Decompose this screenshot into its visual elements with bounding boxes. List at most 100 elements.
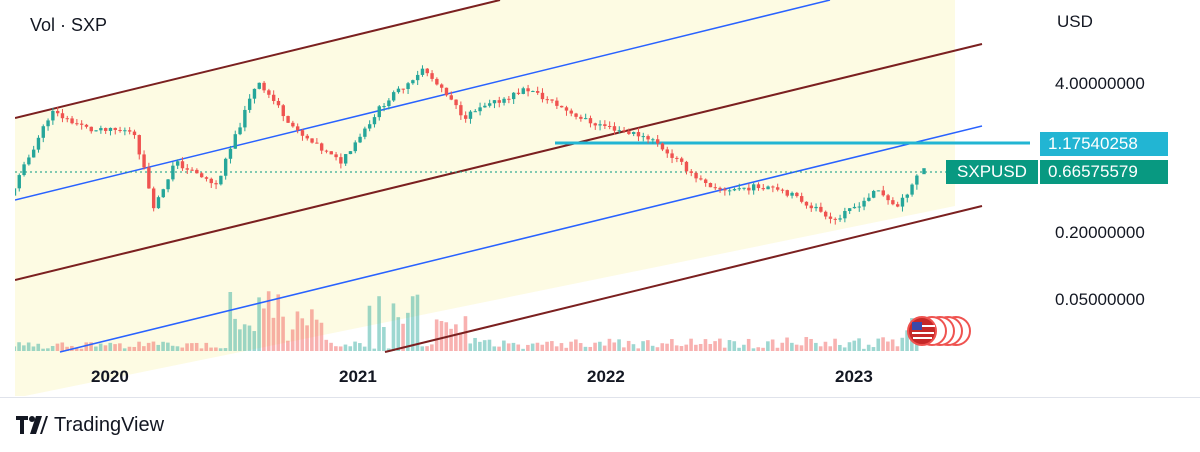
candle-body bbox=[27, 157, 31, 165]
volume-bar bbox=[698, 343, 703, 351]
candle-body bbox=[516, 92, 521, 94]
volume-bar bbox=[857, 338, 861, 351]
candle-body bbox=[655, 139, 660, 144]
candle-body bbox=[569, 110, 573, 114]
volume-bar bbox=[319, 322, 324, 351]
volume-bar bbox=[622, 347, 626, 351]
volume-bar bbox=[804, 337, 809, 351]
candle-body bbox=[751, 184, 756, 191]
candle-body bbox=[603, 124, 607, 126]
volume-bar bbox=[55, 343, 60, 351]
volume-bar bbox=[300, 318, 305, 351]
volume-indicator-label[interactable]: Vol · SXP bbox=[30, 15, 108, 35]
volume-bar bbox=[305, 325, 309, 351]
candle-body bbox=[17, 175, 21, 189]
channel-upper-outer-line bbox=[15, 0, 501, 119]
candle-body bbox=[646, 136, 650, 140]
candle-body bbox=[627, 131, 631, 134]
candle-body bbox=[867, 197, 871, 201]
volume-bar bbox=[866, 344, 871, 351]
candle-body bbox=[247, 98, 252, 110]
candle-body bbox=[473, 111, 477, 113]
candle-body bbox=[252, 88, 257, 99]
candle-body bbox=[684, 161, 689, 172]
volume-bar bbox=[487, 339, 492, 351]
candle-body bbox=[142, 154, 146, 168]
last-price-tag: 0.66575579 bbox=[1040, 160, 1168, 184]
candle-body bbox=[804, 201, 809, 206]
candle-body bbox=[79, 123, 84, 125]
candle-body bbox=[257, 82, 261, 89]
volume-bar bbox=[166, 342, 170, 351]
channel-upper-mid-line bbox=[15, 0, 831, 201]
candle-body bbox=[795, 192, 799, 197]
candle-body bbox=[123, 130, 127, 132]
candle-body bbox=[459, 105, 463, 116]
candle-body bbox=[675, 157, 679, 159]
candle-body bbox=[84, 124, 89, 127]
volume-bar bbox=[900, 337, 905, 351]
candle-body bbox=[852, 206, 857, 209]
candle-body bbox=[670, 153, 674, 158]
volume-bar bbox=[468, 343, 473, 351]
volume-bar bbox=[545, 341, 549, 351]
candle-body bbox=[209, 178, 213, 184]
candle-body bbox=[747, 187, 751, 191]
volume-bar bbox=[818, 346, 823, 351]
volume-bar bbox=[770, 339, 775, 351]
x-tick-label: 2023 bbox=[835, 367, 873, 386]
candle-body bbox=[862, 200, 866, 207]
volume-bar bbox=[367, 305, 372, 351]
volume-bar bbox=[377, 296, 381, 351]
volume-bar bbox=[420, 346, 425, 351]
price-axis[interactable]: 4.00000000 0.20000000 0.05000000 bbox=[1055, 74, 1145, 309]
candle-body bbox=[127, 130, 132, 132]
y-tick-label: 0.05000000 bbox=[1055, 290, 1145, 309]
candle-body bbox=[60, 113, 65, 119]
candle-body bbox=[171, 165, 175, 180]
channel-band-fill bbox=[15, 0, 955, 396]
candle-body bbox=[166, 179, 170, 190]
candle-body bbox=[190, 169, 194, 171]
volume-bar bbox=[74, 347, 79, 351]
candle-body bbox=[617, 130, 621, 132]
volume-bar bbox=[362, 346, 367, 351]
time-axis[interactable]: 2020 2021 2022 2023 bbox=[91, 367, 873, 386]
volume-bar bbox=[60, 342, 65, 351]
us-flag-icon bbox=[907, 316, 937, 346]
volume-bar bbox=[871, 347, 876, 351]
volume-bar bbox=[895, 346, 900, 351]
candle-body bbox=[108, 127, 113, 131]
economic-events-icon[interactable] bbox=[907, 316, 971, 346]
candle-body bbox=[540, 92, 545, 100]
candle-body bbox=[41, 126, 45, 138]
candle-body bbox=[406, 83, 410, 89]
candle-body bbox=[223, 158, 228, 176]
volume-bar bbox=[718, 338, 722, 351]
candle-body bbox=[588, 118, 593, 124]
volume-bar bbox=[559, 343, 564, 351]
candle-body bbox=[161, 189, 165, 198]
candle-body bbox=[871, 190, 876, 198]
candle-body bbox=[219, 175, 223, 185]
x-tick-label: 2021 bbox=[339, 367, 377, 386]
candle-body bbox=[847, 208, 852, 212]
candle-body bbox=[113, 127, 117, 131]
volume-bar bbox=[790, 342, 794, 351]
x-tick-label: 2020 bbox=[91, 367, 129, 386]
volume-bar bbox=[382, 327, 386, 351]
candle-body bbox=[334, 154, 338, 158]
candle-body bbox=[156, 197, 161, 209]
volume-bar bbox=[310, 309, 314, 351]
symbol-tag[interactable]: SXPUSD bbox=[946, 160, 1038, 184]
candle-body bbox=[70, 118, 74, 124]
candle-body bbox=[420, 68, 425, 75]
volume-bar bbox=[146, 342, 151, 351]
candle-body bbox=[65, 118, 69, 120]
channel-lower-outer-line bbox=[384, 205, 983, 353]
volume-bar bbox=[785, 337, 789, 351]
candle-body bbox=[521, 88, 525, 94]
candle-body bbox=[723, 189, 727, 191]
tradingview-brand[interactable]: TradingView bbox=[16, 412, 164, 438]
